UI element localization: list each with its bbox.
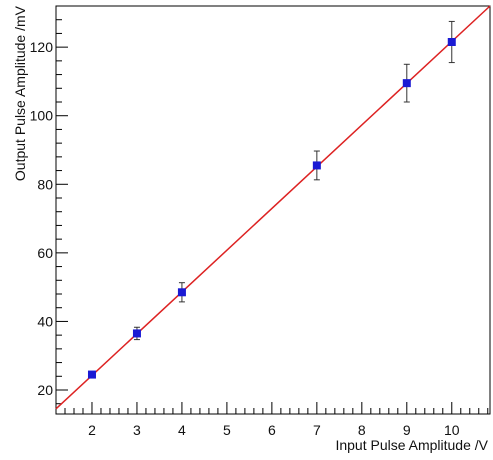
y-tick-label: 60 xyxy=(37,245,53,261)
y-tick-label: 80 xyxy=(37,176,53,192)
x-tick-label: 7 xyxy=(313,422,321,438)
x-tick-label: 9 xyxy=(403,422,411,438)
x-tick-label: 8 xyxy=(358,422,366,438)
x-tick-label: 3 xyxy=(133,422,141,438)
data-points xyxy=(87,20,456,379)
axis-ticks xyxy=(55,5,489,414)
plot-frame xyxy=(55,5,491,415)
data-point xyxy=(177,288,186,297)
data-point xyxy=(312,161,321,170)
y-tick-label: 40 xyxy=(37,313,53,329)
x-tick-label: 6 xyxy=(268,422,276,438)
fit-line xyxy=(55,5,491,410)
data-point xyxy=(87,370,96,379)
x-tick-label: 4 xyxy=(178,422,186,438)
data-point xyxy=(402,79,411,88)
data-point xyxy=(132,329,141,338)
data-point xyxy=(447,38,456,46)
tick-labels: 2 3 4 5 6 7 8 9 10 20 40 60 80 100 120 xyxy=(30,39,460,438)
x-tick-label: 5 xyxy=(223,422,231,438)
x-axis-title: Input Pulse Amplitude /V xyxy=(335,437,488,453)
y-tick-label: 100 xyxy=(30,108,54,124)
y-tick-label: 20 xyxy=(37,382,53,398)
x-tick-label: 10 xyxy=(444,422,460,438)
y-tick-label: 120 xyxy=(30,39,54,55)
y-axis-title: Output Pulse Amplitude /mV xyxy=(12,5,28,181)
x-tick-label: 2 xyxy=(88,422,96,438)
